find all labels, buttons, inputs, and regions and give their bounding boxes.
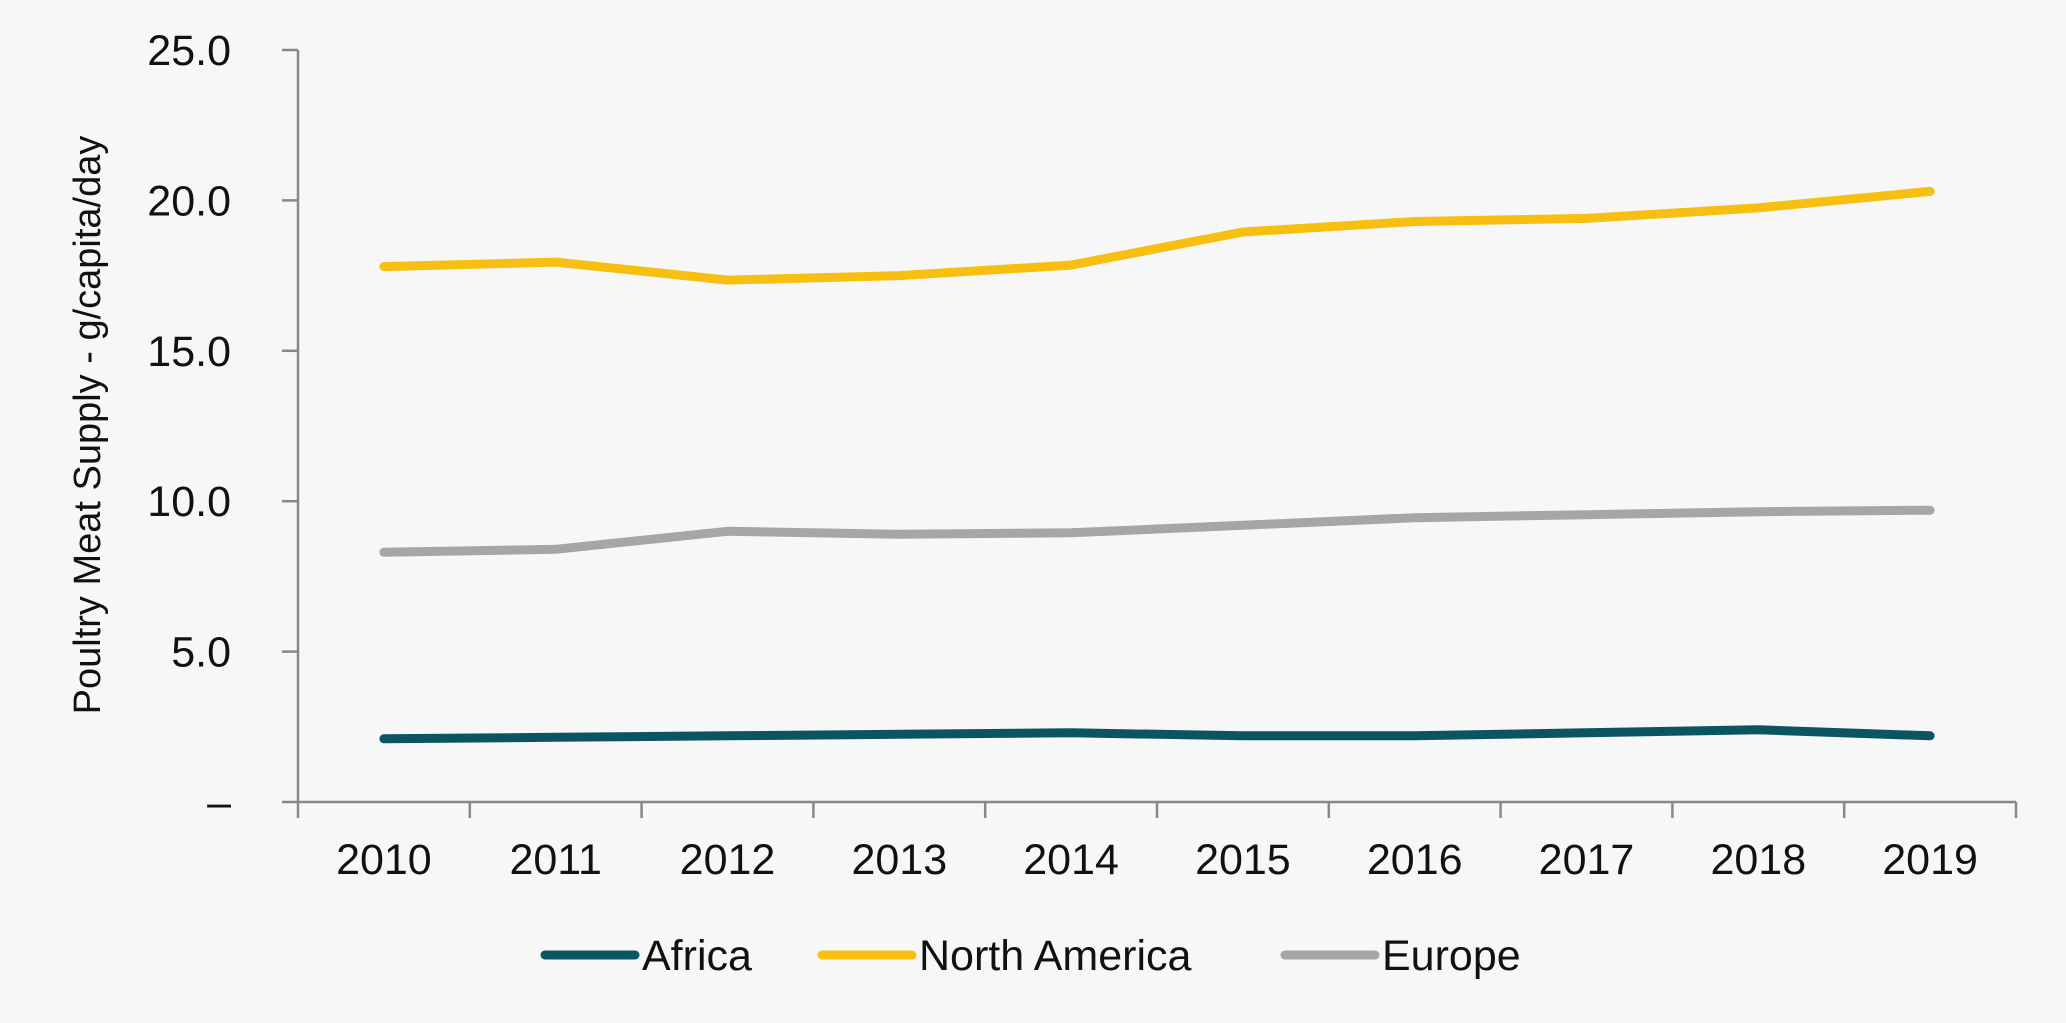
legend-label-europe: Europe — [1382, 932, 1521, 980]
y-tick-label: – — [207, 779, 231, 827]
series-line-north-america — [379, 186, 1935, 285]
x-tick-label: 2011 — [509, 836, 601, 884]
x-tick-label: 2015 — [1195, 836, 1291, 884]
y-axis-title: Poultry Meat Supply - g/capita/day — [67, 136, 109, 715]
x-tick-label: 2016 — [1367, 836, 1463, 884]
legend-label-north-america: North America — [919, 932, 1192, 980]
x-tick-label: 2012 — [680, 836, 776, 884]
axes: – 5.0 10.0 15.0 20.0 25.0 2010 2011 2012 2013 2014… — [147, 27, 2018, 884]
y-tick-label: 20.0 — [147, 177, 231, 225]
x-tick-label: 2018 — [1710, 836, 1806, 884]
x-tick-label: 2013 — [851, 836, 947, 884]
x-tick-label: 2019 — [1882, 836, 1978, 884]
y-tick-label: 15.0 — [147, 328, 231, 376]
x-tick-label: 2010 — [336, 836, 432, 884]
y-tick-label: 25.0 — [147, 27, 231, 75]
y-tick-label: 10.0 — [147, 478, 231, 526]
legend-label-africa: Africa — [642, 932, 752, 980]
x-tick-label: 2014 — [1023, 836, 1119, 884]
series-line-europe — [379, 505, 1935, 557]
y-tick-label: 5.0 — [171, 629, 231, 677]
legend: Africa North America Europe — [540, 932, 1521, 980]
series-line-africa — [379, 725, 1935, 744]
series-layer — [379, 186, 1935, 744]
x-tick-label: 2017 — [1539, 836, 1635, 884]
